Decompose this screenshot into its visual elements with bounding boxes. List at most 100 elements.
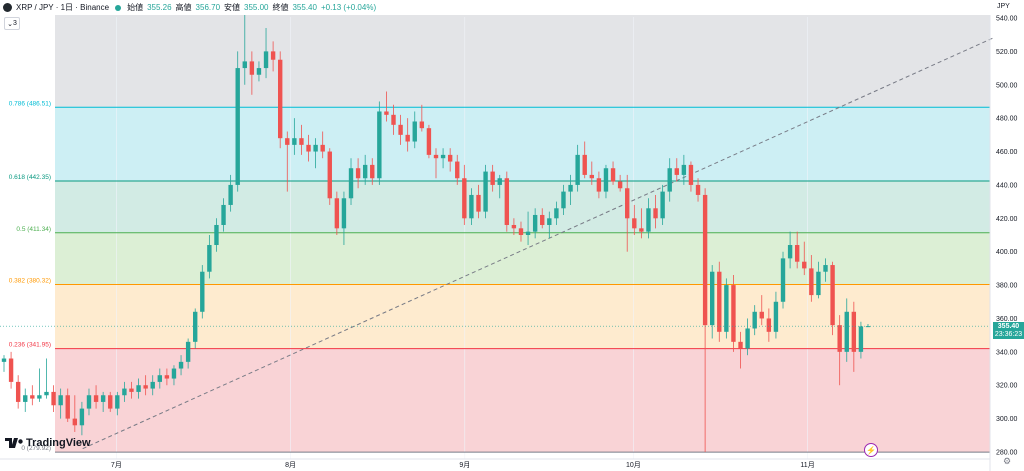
candle — [674, 158, 679, 182]
candle-body — [200, 271, 205, 312]
candle-body — [476, 194, 481, 212]
candle-body — [72, 418, 78, 426]
candle-body — [355, 168, 361, 179]
candle-body — [185, 341, 191, 362]
y-tick-label: 500.00 — [996, 82, 1018, 89]
candle — [554, 201, 559, 225]
tradingview-logo[interactable]: TradingView — [5, 437, 91, 449]
candle — [93, 385, 99, 409]
y-axis-ticks: 540.00 520.00 500.00 480.00 460.00 440.00 420.… — [996, 16, 1018, 457]
y-tick-label: 340.00 — [996, 349, 1018, 356]
gear-icon[interactable]: ⚙ — [1003, 456, 1012, 466]
candle-body — [440, 154, 446, 159]
candle — [278, 51, 283, 149]
candle — [72, 395, 78, 432]
candle — [8, 351, 14, 389]
candle — [568, 174, 573, 205]
lightning-icon[interactable]: ⚡ — [864, 443, 878, 457]
candle — [157, 368, 162, 389]
candle — [603, 164, 609, 199]
candle-body — [447, 154, 453, 162]
candle-body — [639, 228, 644, 232]
candle — [816, 261, 821, 299]
candle-body — [773, 301, 779, 332]
candle — [292, 118, 297, 155]
candle-body — [681, 164, 687, 175]
candle — [86, 388, 92, 416]
candle-body — [568, 184, 573, 192]
candle — [851, 301, 857, 372]
fib-label: 0 (279.92) — [21, 445, 51, 452]
candle-body — [610, 168, 616, 182]
symbol-name[interactable]: XRP / JPY · 1日 · Binance — [16, 3, 110, 12]
candle-body — [129, 388, 134, 392]
candle — [447, 148, 453, 172]
candle — [256, 61, 262, 82]
candle — [738, 331, 743, 369]
candle-body — [37, 395, 42, 399]
candle — [228, 174, 233, 212]
candle-body — [865, 326, 871, 328]
candle-body — [370, 164, 375, 179]
candle-body — [745, 328, 750, 349]
candle — [334, 191, 340, 235]
low-label: 安値 — [224, 3, 241, 12]
candle-body — [341, 198, 347, 229]
candles — [0, 11, 990, 452]
candle — [37, 368, 42, 402]
candle — [575, 144, 580, 192]
candle — [702, 188, 708, 452]
y-tick-label: 380.00 — [996, 283, 1018, 290]
candle-body — [228, 184, 233, 205]
candle-body — [625, 188, 630, 219]
bar-countdown: 23:36:23 — [994, 331, 1023, 338]
candle-body — [511, 224, 517, 229]
y-tick-label: 420.00 — [996, 216, 1018, 223]
candle — [355, 158, 361, 189]
candle-body — [547, 218, 552, 225]
candle-body — [724, 285, 729, 332]
candle-body — [653, 208, 658, 219]
candle — [185, 338, 191, 369]
chevron-down-icon: ⌄ — [7, 20, 13, 28]
candle-body — [405, 134, 410, 142]
candle-body — [759, 311, 764, 319]
candle — [759, 295, 764, 326]
candle-body — [780, 258, 786, 302]
candle — [823, 258, 828, 282]
candle-body — [292, 138, 297, 145]
candle — [780, 251, 786, 309]
candle-body — [674, 168, 679, 175]
candle — [341, 191, 347, 246]
candle — [306, 134, 311, 162]
candle-body — [497, 178, 502, 185]
indicator-toggle-button[interactable]: ⌄ 3 — [4, 17, 20, 30]
candle — [518, 221, 524, 242]
fib-band — [55, 348, 990, 453]
candle — [462, 164, 467, 225]
trendline-dashed — [82, 37, 994, 450]
candle — [752, 305, 757, 336]
candle-body — [320, 144, 325, 152]
candle — [313, 138, 318, 169]
candle-body — [58, 395, 63, 406]
candle-body — [603, 168, 609, 192]
close-value: 355.40 — [292, 3, 317, 12]
fib-label: 0.382 (380.32) — [9, 278, 51, 285]
candle-body — [30, 395, 35, 399]
candle — [511, 218, 517, 235]
x-axis-ticks: 7月 8月 9月 10月 11月 — [111, 461, 815, 469]
candle — [115, 391, 120, 416]
candle — [596, 171, 602, 199]
candle — [745, 318, 750, 356]
candle-body — [256, 68, 262, 75]
candle-body — [752, 311, 757, 329]
candle — [193, 308, 198, 349]
candle-body — [455, 161, 460, 179]
candle — [710, 265, 715, 339]
x-tick-label: 7月 — [111, 461, 122, 469]
candle — [362, 154, 368, 185]
candle — [455, 154, 460, 185]
candle — [384, 91, 389, 122]
